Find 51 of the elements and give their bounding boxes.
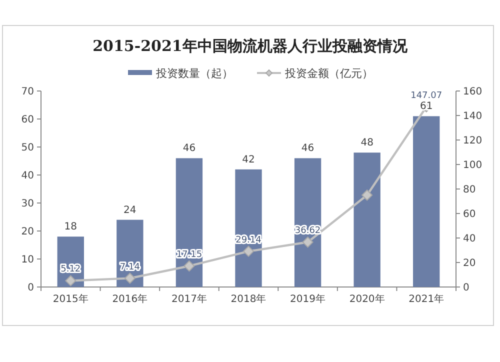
- y-tick-label: 30: [21, 198, 34, 210]
- data-label: 29.14: [236, 235, 262, 246]
- bar: [413, 116, 440, 287]
- point: [302, 236, 314, 248]
- x-tick-label: 2020年: [349, 293, 385, 305]
- y-tick-label: 20: [21, 226, 34, 238]
- data-label: 5.12: [60, 264, 81, 275]
- y-tick-label: 60: [21, 114, 34, 126]
- data-label: 7.14: [120, 262, 140, 272]
- y2-tick-label: 100: [463, 160, 482, 171]
- x-tick-label: 2021年: [408, 293, 444, 305]
- point: [124, 272, 136, 284]
- bar: [176, 158, 203, 287]
- x-tick-label: 2018年: [230, 293, 266, 305]
- y2-tick-label: 0: [463, 282, 470, 294]
- y-tick-label: 70: [21, 86, 34, 98]
- data-label: 46: [301, 143, 314, 154]
- data-label: 17.15: [176, 250, 202, 260]
- y2-tick-label: 40: [463, 234, 476, 244]
- y2-tick-label: 60: [463, 209, 476, 220]
- data-label: 36.62: [294, 226, 321, 236]
- legend-label: 投资数量（起）: [155, 67, 233, 80]
- bar: [294, 158, 322, 287]
- point: [184, 260, 195, 272]
- data-label: 147.07: [410, 90, 442, 101]
- data-label: 42: [242, 154, 255, 166]
- point: [362, 190, 373, 201]
- chart-title: 2015-2021年中国物流机器人行业投融资情况: [92, 37, 408, 55]
- x-tick-label: 2019年: [290, 293, 326, 305]
- y-tick-label: 0: [28, 282, 34, 294]
- y2-tick-label: 120: [463, 136, 482, 146]
- legend-label: 投资金额（亿元）: [284, 67, 373, 80]
- y-tick-label: 50: [21, 142, 34, 154]
- point: [243, 246, 254, 257]
- y2-tick-label: 20: [463, 258, 476, 269]
- x-tick-label: 2016年: [112, 293, 148, 305]
- point: [65, 275, 76, 286]
- y2-tick-label: 160: [463, 86, 482, 98]
- y2-tick-label: 140: [463, 111, 482, 122]
- bar: [235, 169, 262, 287]
- x-tick-label: 2015年: [52, 293, 88, 305]
- y-tick-label: 10: [21, 254, 34, 266]
- bar: [354, 152, 380, 287]
- data-label: 46: [182, 143, 196, 154]
- data-label: 61: [420, 101, 433, 112]
- data-label: 48: [360, 138, 374, 149]
- data-label: 24: [124, 204, 136, 216]
- y2-tick-label: 80: [463, 184, 476, 196]
- y-tick-label: 40: [21, 170, 34, 182]
- x-tick-label: 2017年: [171, 293, 207, 305]
- data-label: 18: [64, 222, 78, 233]
